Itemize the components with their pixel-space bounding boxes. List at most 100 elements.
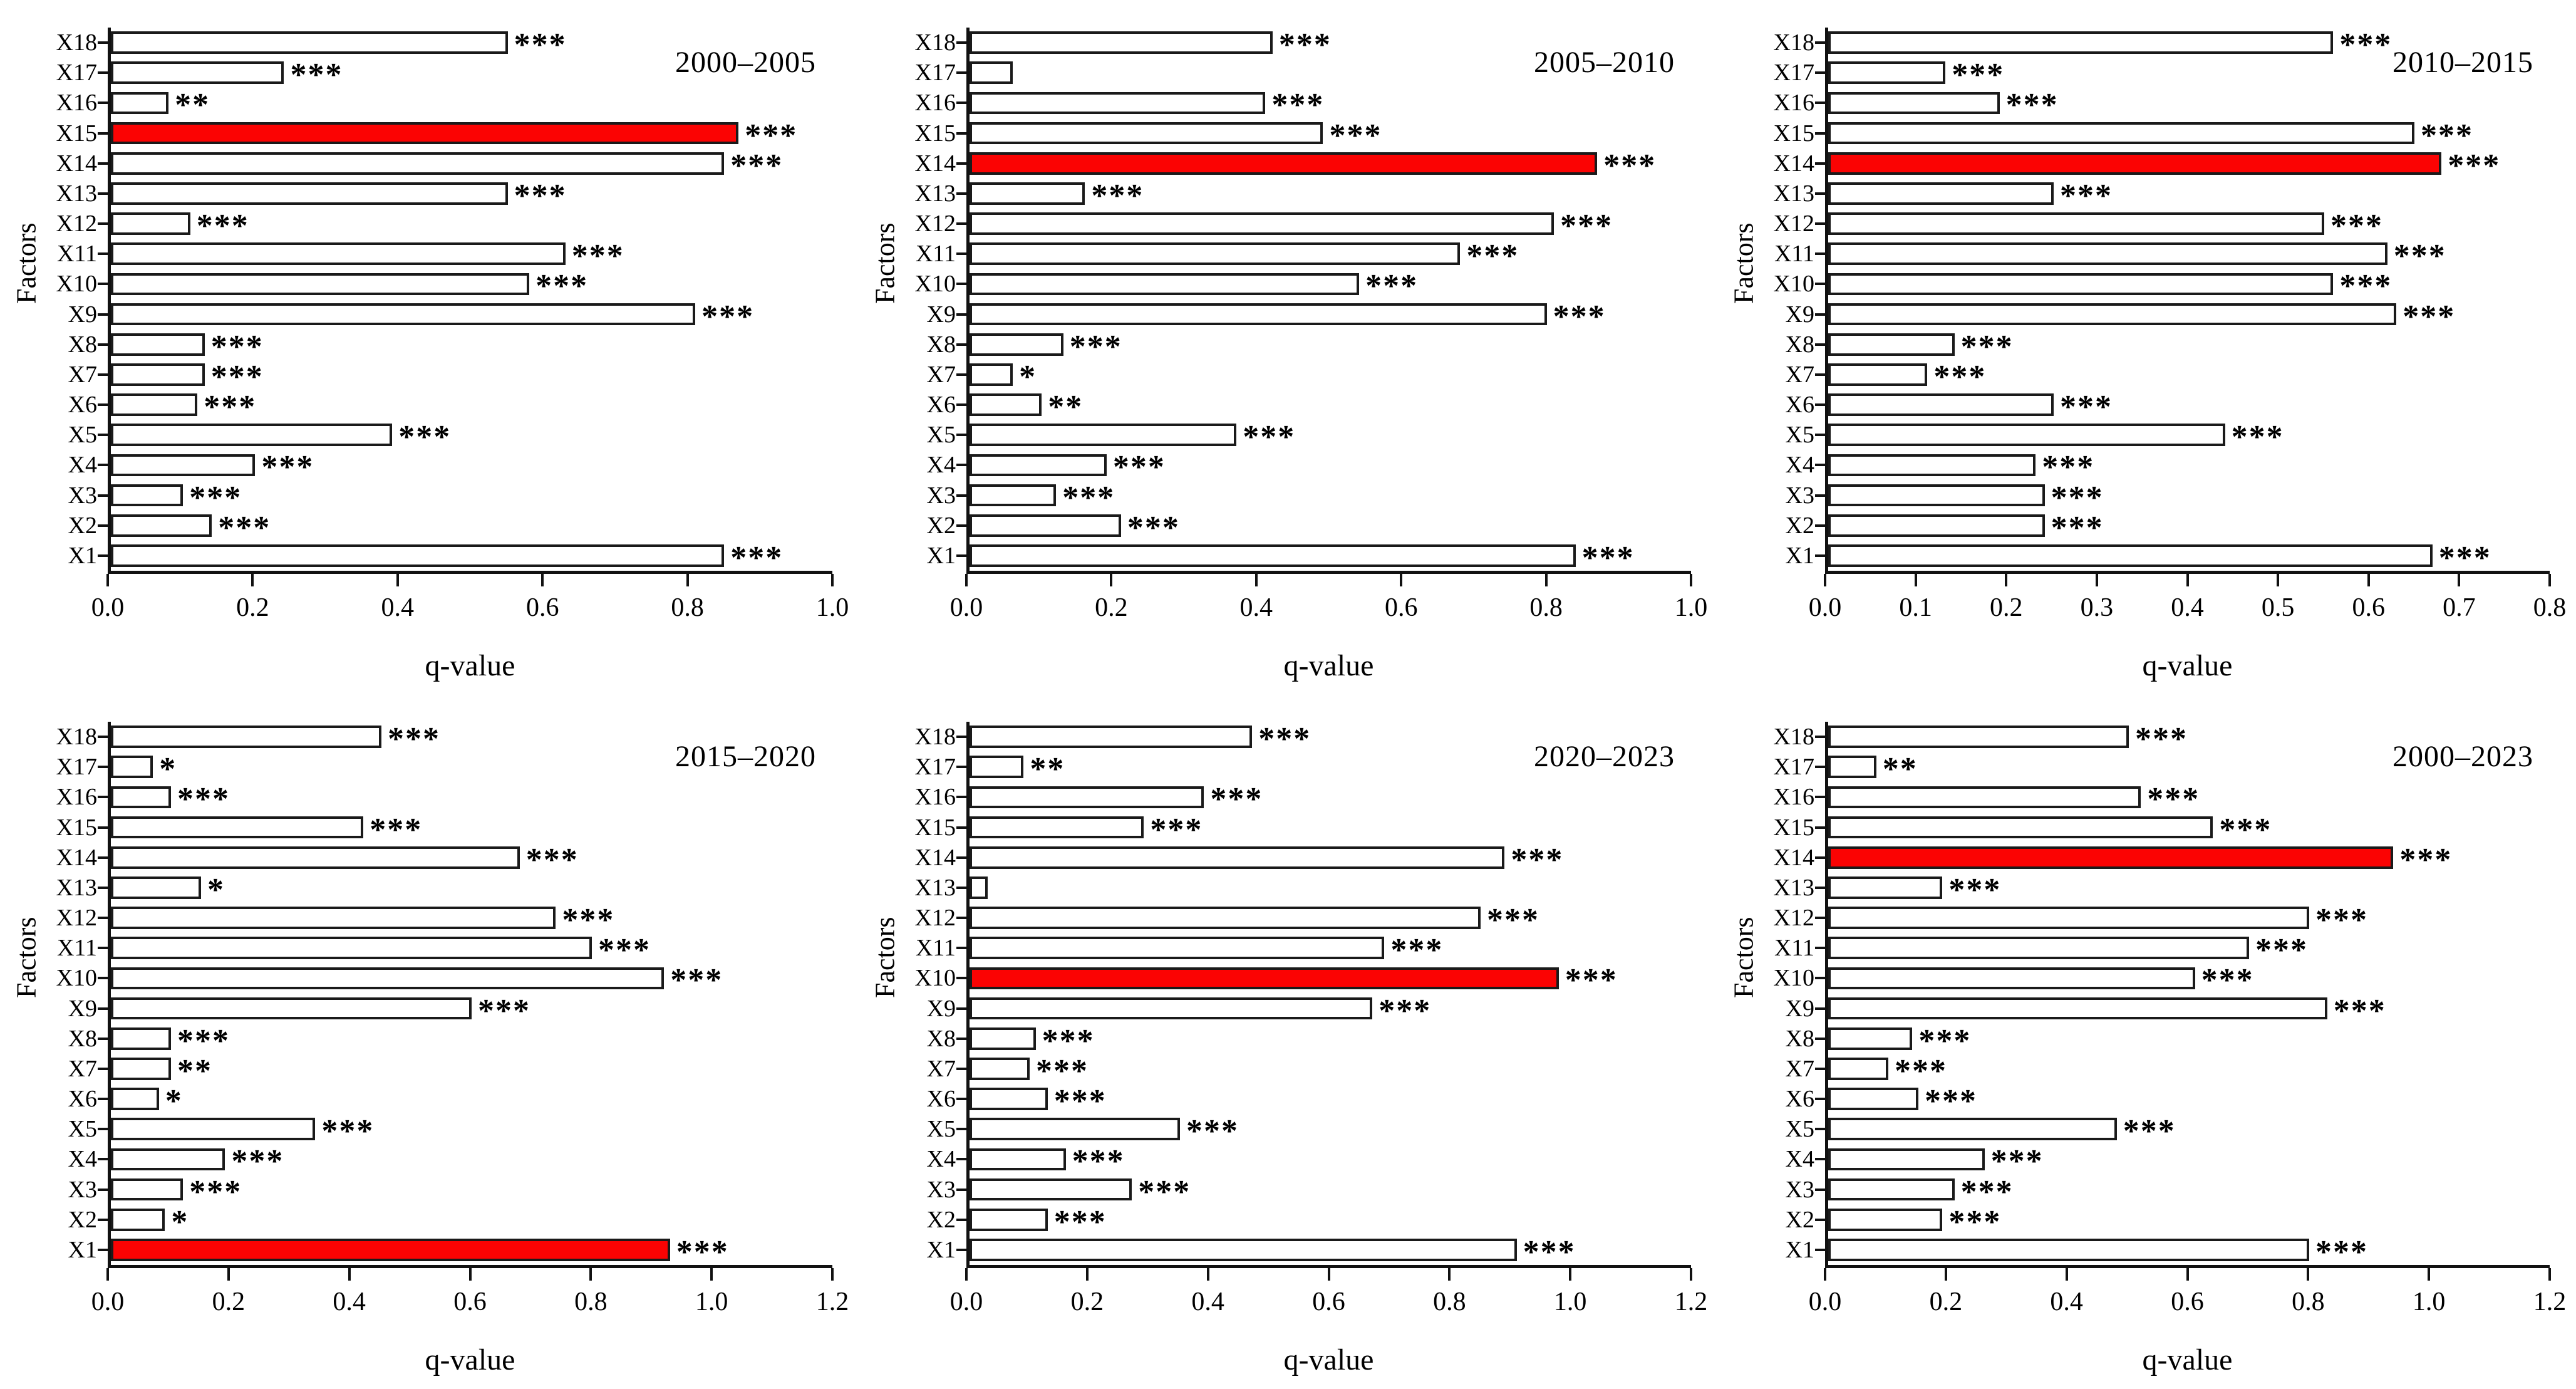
factor-label: X10 (914, 965, 956, 992)
bar-row-x17: X17 (915, 58, 1691, 88)
y-tick-mark (956, 1128, 966, 1131)
x-tick-mark (589, 1268, 592, 1281)
x-tick-label: 1.2 (1674, 1288, 1708, 1316)
bar-row-x9: X9 *** (927, 994, 1691, 1027)
bar (970, 363, 1013, 386)
significance-stars: *** (1960, 328, 2014, 365)
factor-label: X4 (926, 1146, 956, 1173)
bar-row-x3: X3 *** (1786, 481, 2550, 514)
factor-label: X3 (926, 1176, 956, 1203)
x-tick-label: 1.0 (815, 593, 849, 622)
y-tick-mark (1815, 796, 1825, 799)
plot-area: 2010–2015 X18 *** X17 *** X16 *** X15 *** X14 ***… (1774, 28, 2550, 575)
significance-stars: *** (1948, 1204, 2002, 1240)
bar (970, 454, 1107, 477)
y-tick-mark (1815, 1037, 1825, 1040)
x-tick-label: 0.5 (2261, 593, 2295, 622)
bar-row-x18: X18 *** (915, 28, 1691, 61)
bar-row-x16: X16 *** (915, 782, 1691, 816)
y-tick-mark (98, 343, 108, 346)
bar-row-x2: X2 *** (927, 1205, 1691, 1238)
significance-stars: *** (1952, 57, 2005, 93)
y-tick-mark (956, 132, 966, 135)
factor-label: X5 (926, 1116, 956, 1143)
y-tick-mark (956, 1007, 966, 1010)
significance-stars: *** (321, 1113, 375, 1150)
y-axis-title: Factors (11, 917, 42, 998)
y-tick-mark (956, 1067, 966, 1070)
x-axis-title: q-value (425, 649, 515, 682)
significance-stars: *** (730, 147, 784, 184)
bar (1828, 514, 2045, 537)
bar-row-x4: X4 *** (68, 450, 832, 484)
bar (1828, 1118, 2117, 1141)
y-tick-mark (1815, 464, 1825, 467)
bar-row-x13: X13 *** (915, 179, 1691, 212)
y-tick-mark (98, 434, 108, 437)
y-tick-mark (1815, 977, 1825, 980)
bar (970, 273, 1360, 296)
bar (1828, 816, 2213, 839)
bar (111, 31, 508, 54)
significance-stars: *** (370, 811, 423, 848)
y-tick-mark (1815, 947, 1825, 950)
x-tick-label: 0.6 (1384, 593, 1418, 622)
factor-label: X12 (56, 905, 97, 932)
x-tick-label: 1.0 (1674, 593, 1708, 622)
bar-row-x5: X5 *** (68, 1114, 832, 1148)
x-tick-label: 0.4 (1191, 1288, 1224, 1316)
factor-label: X16 (914, 90, 956, 117)
bar (970, 1058, 1030, 1080)
significance-stars: *** (701, 298, 755, 335)
factor-label: X1 (1785, 1236, 1814, 1263)
bar (1828, 393, 2054, 416)
chart-2000-2005: Factors 2000–2005 X18 *** X17 *** X16 ** X15 **… (0, 0, 859, 694)
x-tick-label: 0.2 (1929, 1288, 1963, 1316)
significance-stars: *** (1072, 1143, 1125, 1180)
significance-stars: * (171, 1204, 189, 1240)
y-tick-mark (98, 886, 108, 889)
y-tick-mark (98, 464, 108, 467)
y-tick-mark (98, 796, 108, 799)
bar-row-x1: X1 *** (1786, 1235, 2550, 1269)
bar-row-x10: X10 *** (1774, 269, 2550, 303)
bar-row-x4: X4 *** (1786, 1144, 2550, 1178)
bar-row-x17: X17 * (56, 752, 832, 786)
x-axis: 0.0 0.2 0.4 0.6 0.8 1.0 (91, 574, 849, 694)
factor-label: X4 (1785, 452, 1814, 479)
bar-row-x14: X14 *** (1774, 843, 2550, 876)
significance-stars: *** (1042, 1022, 1095, 1059)
significance-stars: *** (2333, 992, 2386, 1029)
significance-stars: ** (1048, 389, 1084, 425)
bar-row-x12: X12 *** (56, 209, 832, 242)
x-tick-label: 0.4 (381, 593, 415, 622)
bar-row-x1: X1 *** (68, 541, 832, 575)
factor-label: X18 (56, 724, 97, 751)
bar (111, 454, 256, 477)
x-tick-label: 0.4 (1239, 593, 1273, 622)
factor-label: X11 (56, 241, 97, 268)
factor-label: X9 (1785, 995, 1814, 1022)
x-tick-mark (106, 1268, 109, 1281)
factor-label: X5 (68, 1116, 97, 1143)
bar-row-x8: X8 *** (927, 330, 1691, 363)
x-tick-label: 0.2 (1095, 593, 1128, 622)
chart-title: 2000–2023 (2392, 740, 2533, 773)
bar-row-x1: X1 *** (68, 1235, 832, 1269)
factor-label: X18 (56, 29, 97, 56)
chart-2015-2020: Factors 2015–2020 X18 *** X17 * X16 *** X15 ***… (0, 694, 859, 1388)
x-tick-mark (396, 574, 399, 586)
y-tick-mark (98, 1037, 108, 1040)
y-tick-mark (98, 162, 108, 165)
bar (970, 31, 1273, 54)
y-tick-mark (1815, 524, 1825, 527)
x-tick-mark (2428, 1268, 2431, 1281)
significance-stars: *** (571, 238, 624, 274)
x-tick-mark (1327, 1268, 1330, 1281)
factor-label: X15 (914, 814, 956, 841)
y-tick-mark (956, 1188, 966, 1191)
y-tick-mark (1815, 826, 1825, 829)
x-tick-mark (1544, 574, 1548, 586)
chart-2000-2023: Factors 2000–2023 X18 *** X17 ** X16 *** X15 **… (1717, 694, 2576, 1388)
bar (111, 1118, 316, 1141)
